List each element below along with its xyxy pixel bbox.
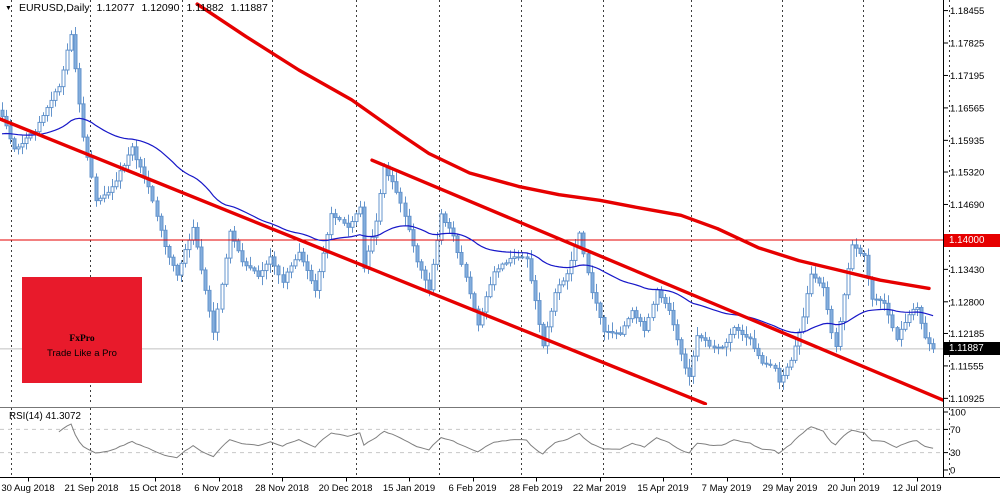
time-tick-label: 12 Jul 2019: [892, 483, 941, 494]
time-tick-label: 20 Jun 2019: [827, 483, 879, 494]
ma-red-line[interactable]: [195, 2, 931, 291]
rsi-panel[interactable]: [0, 423, 943, 459]
time-tick-label: 28 Feb 2019: [509, 483, 562, 494]
time-tick-label: 15 Jan 2019: [383, 483, 435, 494]
price-tick-label: 1.12800: [950, 297, 984, 308]
time-tick-label: 7 May 2019: [702, 483, 752, 494]
time-tick-label: 28 Nov 2018: [255, 483, 309, 494]
trendlines[interactable]: [0, 117, 943, 405]
price-tick-label: 1.12185: [950, 329, 984, 340]
ohlc-high: 1.12090: [141, 2, 180, 14]
price-tick-label: 1.13430: [950, 265, 984, 276]
rsi-tick-label: 30: [950, 448, 961, 459]
price-tick-label: 1.17195: [950, 71, 984, 82]
fxpro-logo-tagline: Trade Like a Pro: [47, 348, 117, 359]
ma-blue-line[interactable]: [1, 117, 934, 334]
price-tick-label: 1.15935: [950, 136, 984, 147]
ohlc-close: 1.11887: [230, 2, 268, 14]
price-tick-label: 1.10925: [950, 394, 984, 405]
price-tick-label: 1.17825: [950, 39, 984, 50]
price-tick-label: 1.11555: [950, 361, 984, 372]
time-tick-label: 6 Feb 2019: [448, 483, 496, 494]
rsi-tick-label: 100: [950, 408, 966, 419]
time-tick-label: 21 Sep 2018: [65, 483, 119, 494]
time-tick-label: 15 Oct 2018: [129, 483, 181, 494]
rsi-tick-label: 70: [950, 425, 961, 436]
time-tick-label: 15 Apr 2019: [637, 483, 688, 494]
price-tick-label: 1.16565: [950, 103, 984, 114]
time-tick-label: 30 Aug 2018: [1, 483, 54, 494]
time-tick-label: 20 Dec 2018: [319, 483, 373, 494]
chart-shift-marker-icon[interactable]: ▼: [5, 5, 12, 12]
fxpro-logo: FxPro Trade Like a Pro: [22, 277, 142, 383]
price-tick-label: 1.15320: [950, 168, 984, 179]
hline-price-tag: 1.14000: [944, 234, 1000, 247]
rsi-line: [58, 423, 934, 459]
symbol-title: EURUSD,Daily: [18, 2, 90, 14]
time-tick-label: 22 Mar 2019: [573, 483, 626, 494]
bid-price-tag: 1.11887: [944, 342, 1000, 355]
ohlc-open: 1.12077: [96, 2, 135, 14]
price-tick-label: 1.18455: [950, 6, 984, 17]
chart-header: ▼ EURUSD,Daily 1.12077 1.12090 1.11882 1…: [5, 2, 268, 15]
fxpro-logo-brand: FxPro: [69, 334, 94, 344]
grid-lines: [11, 0, 950, 477]
ohlc-low: 1.11882: [186, 2, 224, 14]
time-tick-label: 6 Nov 2018: [194, 483, 243, 494]
rsi-tick-label: 0: [950, 466, 955, 477]
fxpro-logo-box: [22, 277, 142, 383]
price-axis[interactable]: 1.18455 1.17825 1.17195 1.16565 1.15935 1.153…: [944, 6, 984, 477]
axes: [0, 0, 1000, 478]
price-tick-label: 1.14690: [950, 200, 984, 211]
time-axis[interactable]: 30 Aug 2018 21 Sep 2018 15 Oct 2018 6 Nov 2…: [1, 478, 942, 494]
rsi-indicator-label[interactable]: RSI(14) 41.3072: [9, 411, 81, 422]
time-tick-label: 29 May 2019: [763, 483, 818, 494]
